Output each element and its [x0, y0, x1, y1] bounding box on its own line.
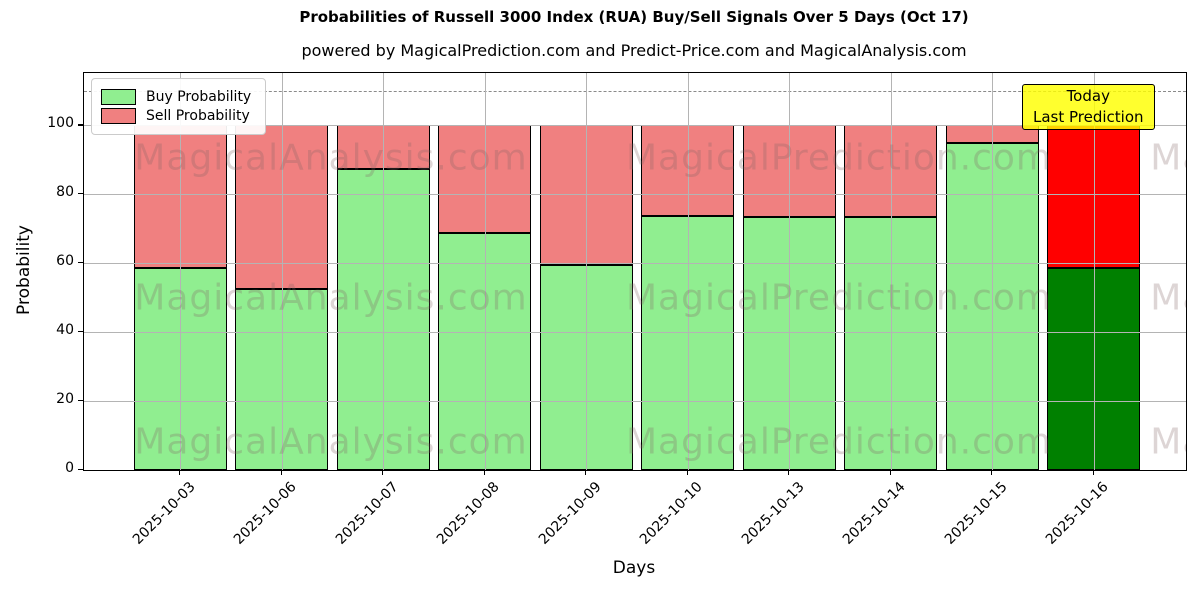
y-tick-label: 60 — [56, 253, 74, 270]
legend-label-buy: Buy Probability — [146, 89, 252, 105]
x-tick-mark — [1092, 470, 1094, 475]
y-tick-mark — [78, 331, 83, 333]
annotation-line-2: Last Prediction — [1033, 108, 1144, 126]
y-tick-mark — [78, 400, 83, 402]
y-tick-label: 80 — [56, 184, 74, 201]
y-tick-mark — [78, 124, 83, 126]
x-gridline — [281, 73, 283, 470]
x-tick-mark — [179, 470, 181, 475]
x-tick-mark — [991, 470, 993, 475]
x-tick-label: 2025-10-16 — [1042, 479, 1112, 548]
x-tick-label: 2025-10-09 — [535, 479, 605, 548]
plot-area: Buy Probability Sell Probability Today L… — [83, 72, 1187, 471]
x-gridline — [890, 73, 892, 470]
x-gridline — [484, 73, 486, 470]
x-tick-mark — [483, 470, 485, 475]
annotation-line-1: Today — [1066, 87, 1110, 105]
sell-swatch-icon — [101, 108, 136, 124]
x-gridline — [1093, 73, 1095, 470]
chart-title: Probabilities of Russell 3000 Index (RUA… — [299, 8, 969, 26]
legend-label-sell: Sell Probability — [146, 108, 250, 124]
y-tick-mark — [78, 469, 83, 471]
x-tick-mark — [382, 470, 384, 475]
watermark-text: MagicalAnalysis.com — [1150, 137, 1186, 179]
y-tick-label: 0 — [65, 460, 74, 476]
x-tick-mark — [585, 470, 587, 475]
y-tick-mark — [78, 262, 83, 264]
dashed-reference-line — [84, 90, 1186, 92]
x-gridline — [180, 73, 181, 470]
y-gridline — [84, 194, 1186, 196]
x-gridline — [789, 73, 790, 470]
y-gridline — [84, 332, 1186, 334]
x-tick-label: 2025-10-07 — [332, 479, 402, 548]
buy-swatch-icon — [101, 89, 136, 105]
x-gridline — [687, 73, 689, 470]
x-tick-label: 2025-10-13 — [738, 479, 808, 548]
x-axis-label: Days — [612, 558, 656, 578]
x-gridline — [586, 73, 587, 470]
y-tick-label: 40 — [56, 322, 74, 339]
y-gridline — [84, 125, 1186, 127]
y-gridline — [84, 401, 1186, 403]
x-tick-label: 2025-10-03 — [129, 479, 199, 548]
x-gridline — [992, 73, 993, 470]
y-gridline — [84, 263, 1186, 265]
x-tick-label: 2025-10-08 — [433, 479, 503, 548]
legend-item-buy: Buy Probability — [101, 89, 251, 105]
y-axis-label: Probability — [14, 225, 34, 315]
y-tick-mark — [78, 193, 83, 195]
x-tick-mark — [686, 470, 688, 475]
y-tick-label: 20 — [56, 391, 74, 408]
x-tick-label: 2025-10-14 — [839, 479, 909, 548]
legend: Buy Probability Sell Probability — [91, 78, 267, 135]
watermark-text: MagicalAnalysis.com — [1150, 277, 1186, 319]
chart-subtitle: powered by MagicalPrediction.com and Pre… — [301, 41, 967, 60]
x-tick-label: 2025-10-10 — [636, 479, 706, 548]
x-tick-mark — [889, 470, 891, 475]
today-annotation: Today Last Prediction — [1022, 84, 1155, 130]
x-gridline — [383, 73, 384, 470]
watermark-text: MagicalAnalysis.com — [1150, 421, 1186, 463]
y-tick-label: 100 — [47, 115, 74, 132]
x-tick-mark — [788, 470, 790, 475]
legend-item-sell: Sell Probability — [101, 108, 251, 124]
x-tick-label: 2025-10-15 — [941, 479, 1011, 548]
x-tick-mark — [280, 470, 282, 475]
x-tick-label: 2025-10-06 — [230, 479, 300, 548]
